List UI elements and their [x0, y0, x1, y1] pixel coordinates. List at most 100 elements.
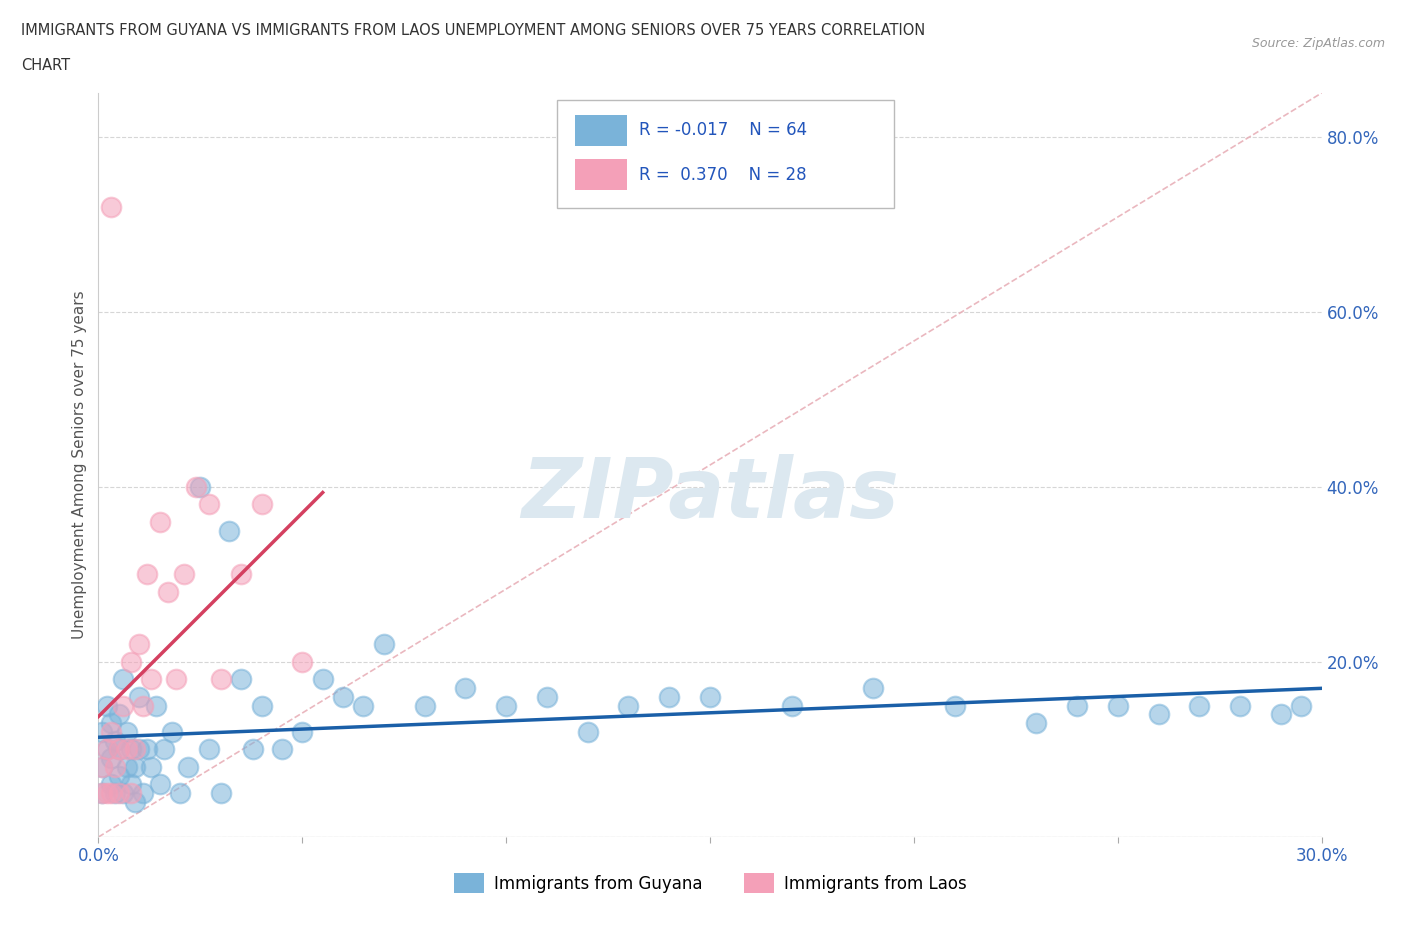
- Point: [1229, 698, 1251, 713]
- Point: [177, 760, 200, 775]
- Point: [250, 698, 273, 713]
- Point: [132, 786, 155, 801]
- Point: [91, 760, 114, 775]
- Text: R =  0.370    N = 28: R = 0.370 N = 28: [640, 166, 807, 184]
- Text: CHART: CHART: [21, 58, 70, 73]
- Point: [454, 681, 477, 696]
- Point: [242, 742, 264, 757]
- Y-axis label: Unemployment Among Seniors over 75 years: Unemployment Among Seniors over 75 years: [72, 291, 87, 639]
- Point: [495, 698, 517, 713]
- Point: [862, 681, 884, 696]
- FancyBboxPatch shape: [575, 114, 627, 146]
- Point: [250, 497, 273, 512]
- Point: [413, 698, 436, 713]
- Point: [108, 786, 131, 801]
- Point: [231, 672, 253, 687]
- Text: ZIPatlas: ZIPatlas: [522, 454, 898, 536]
- Point: [136, 742, 159, 757]
- Point: [96, 698, 118, 713]
- Point: [100, 716, 122, 731]
- Point: [96, 742, 118, 757]
- Point: [141, 672, 163, 687]
- Point: [108, 707, 131, 722]
- Point: [209, 672, 232, 687]
- Point: [108, 742, 131, 757]
- Point: [1291, 698, 1313, 713]
- Point: [120, 655, 142, 670]
- Point: [104, 786, 127, 801]
- Point: [104, 760, 127, 775]
- Point: [104, 733, 127, 748]
- Point: [91, 760, 114, 775]
- Point: [218, 524, 240, 538]
- Point: [270, 742, 294, 757]
- Point: [132, 698, 155, 713]
- Point: [111, 786, 134, 801]
- Point: [352, 698, 374, 713]
- Point: [108, 742, 131, 757]
- Point: [141, 760, 163, 775]
- Point: [156, 584, 179, 599]
- Point: [100, 724, 122, 739]
- Point: [111, 698, 134, 713]
- Point: [96, 786, 118, 801]
- Point: [152, 742, 174, 757]
- Point: [197, 742, 219, 757]
- Point: [231, 567, 253, 582]
- FancyBboxPatch shape: [557, 100, 894, 208]
- Point: [780, 698, 803, 713]
- Text: R = -0.017    N = 64: R = -0.017 N = 64: [640, 121, 807, 140]
- Point: [115, 724, 138, 739]
- Point: [699, 689, 721, 704]
- Point: [160, 724, 183, 739]
- Text: IMMIGRANTS FROM GUYANA VS IMMIGRANTS FROM LAOS UNEMPLOYMENT AMONG SENIORS OVER 7: IMMIGRANTS FROM GUYANA VS IMMIGRANTS FRO…: [21, 23, 925, 38]
- Point: [128, 742, 150, 757]
- Point: [149, 777, 172, 792]
- Point: [115, 760, 138, 775]
- Point: [128, 689, 150, 704]
- Point: [96, 742, 118, 757]
- Point: [312, 672, 335, 687]
- Point: [115, 742, 138, 757]
- Point: [1188, 698, 1211, 713]
- Point: [169, 786, 191, 801]
- Point: [173, 567, 195, 582]
- Point: [124, 794, 146, 809]
- Point: [1147, 707, 1170, 722]
- Point: [120, 786, 142, 801]
- Point: [332, 689, 354, 704]
- Point: [91, 724, 114, 739]
- Point: [100, 199, 122, 214]
- Point: [100, 777, 122, 792]
- Point: [186, 480, 208, 495]
- Point: [1270, 707, 1292, 722]
- Point: [536, 689, 558, 704]
- Point: [124, 760, 146, 775]
- Point: [197, 497, 219, 512]
- Point: [136, 567, 159, 582]
- Point: [124, 742, 146, 757]
- Point: [120, 742, 142, 757]
- Point: [617, 698, 640, 713]
- Point: [658, 689, 681, 704]
- Point: [576, 724, 599, 739]
- Point: [1107, 698, 1129, 713]
- Point: [1025, 716, 1047, 731]
- Point: [128, 637, 150, 652]
- Point: [108, 768, 131, 783]
- Point: [1066, 698, 1088, 713]
- Point: [943, 698, 966, 713]
- Point: [100, 786, 122, 801]
- Legend: Immigrants from Guyana, Immigrants from Laos: Immigrants from Guyana, Immigrants from …: [447, 867, 973, 899]
- Point: [149, 514, 172, 529]
- FancyBboxPatch shape: [575, 159, 627, 191]
- Point: [291, 724, 314, 739]
- Point: [209, 786, 232, 801]
- Point: [91, 786, 114, 801]
- Point: [100, 751, 122, 765]
- Point: [188, 480, 212, 495]
- Point: [291, 655, 314, 670]
- Point: [111, 672, 134, 687]
- Point: [165, 672, 187, 687]
- Point: [91, 786, 114, 801]
